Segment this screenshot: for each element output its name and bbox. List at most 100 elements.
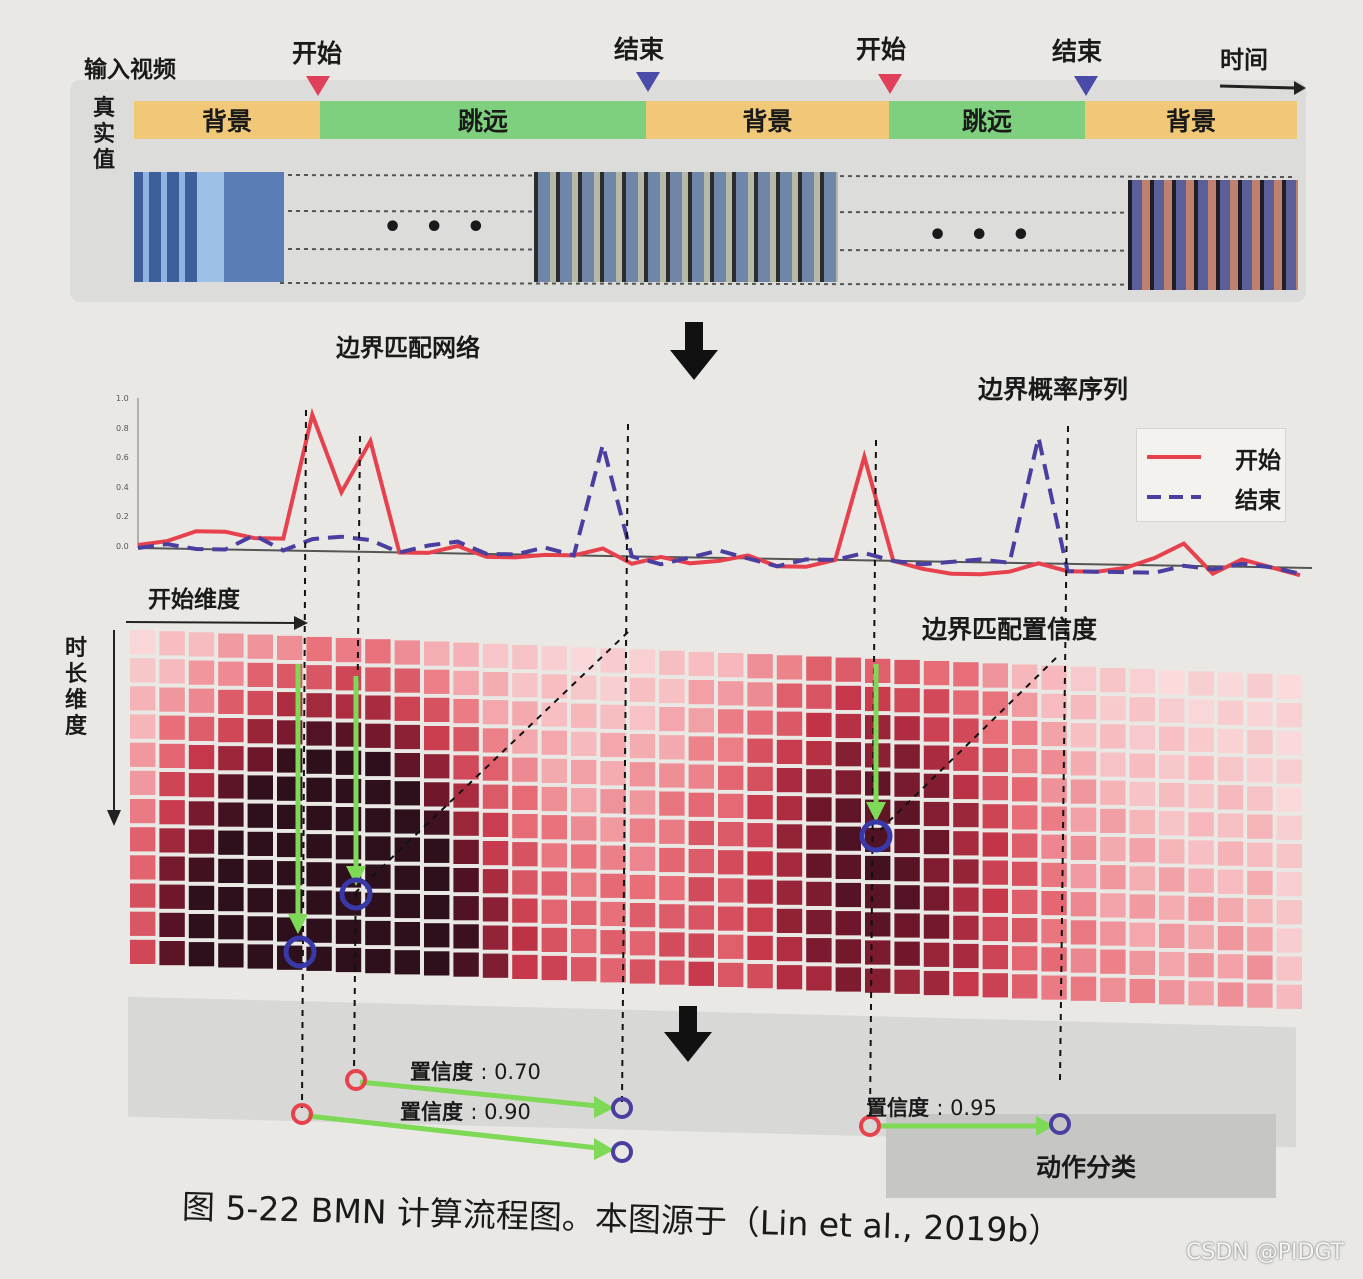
- guide-line: [621, 423, 629, 1105]
- legend-swatches: [1147, 455, 1201, 499]
- heatmap-cell: [923, 801, 950, 827]
- heatmap-cell: [159, 912, 185, 937]
- heatmap-cell: [394, 696, 420, 721]
- start-dimension-label: 开始维度: [148, 587, 240, 613]
- heatmap-cell: [835, 798, 861, 823]
- heatmap-cell: [1188, 755, 1214, 781]
- heatmap-cell: [953, 859, 979, 884]
- heatmap-cell: [1276, 843, 1302, 869]
- heatmap-cell: [218, 887, 244, 912]
- heatmap-cell: [130, 630, 156, 655]
- ground-truth-label: 真 实 值: [92, 96, 116, 174]
- heatmap-cell: [159, 884, 185, 909]
- heatmap-cell: [218, 802, 244, 827]
- heatmap-cell: [894, 885, 920, 910]
- heatmap-cell: [218, 830, 244, 855]
- end-marker-icon: [1074, 76, 1098, 96]
- heatmap-cell: [482, 700, 509, 725]
- heatmap-cell: [982, 691, 1008, 716]
- segment-background: 背景: [646, 101, 889, 139]
- heatmap-cell: [453, 839, 479, 864]
- y-tick-label: 0.0: [116, 542, 129, 551]
- heatmap-cell: [424, 697, 450, 722]
- heatmap-cell: [629, 649, 656, 674]
- heatmap-cell: [306, 636, 332, 662]
- heatmap-cell: [1188, 784, 1214, 809]
- heatmap-cell: [953, 972, 979, 997]
- heatmap-cell: [512, 785, 538, 810]
- proposal-confidence: 置信度 : 0.90: [400, 1096, 531, 1126]
- heatmap-cell: [159, 941, 185, 966]
- heatmap-cell: [953, 746, 979, 771]
- heatmap-cell: [247, 634, 273, 659]
- heatmap-cell: [982, 945, 1008, 970]
- heatmap-cell: [894, 857, 920, 882]
- heatmap-cell: [776, 796, 803, 821]
- heatmap-cell: [776, 711, 803, 736]
- heatmap-cell: [1188, 727, 1214, 752]
- heatmap-cell: [1041, 975, 1067, 1000]
- legend-start-label: 开始: [1235, 448, 1281, 474]
- duration-char: 度: [64, 714, 87, 739]
- heatmap-cell: [188, 914, 215, 939]
- heatmap-cell: [130, 827, 156, 852]
- proposal-confidence: 置信度 : 0.95: [866, 1092, 997, 1122]
- heatmap-cell: [541, 786, 567, 812]
- y-tick-label: 0.8: [116, 423, 129, 433]
- heatmap-cell: [306, 777, 332, 802]
- heatmap-cell: [600, 901, 626, 927]
- heatmap-cell: [1012, 889, 1038, 914]
- heatmap-cell: [982, 804, 1008, 829]
- heatmap-cell: [159, 715, 185, 740]
- heatmap-cell: [512, 701, 538, 726]
- heatmap-cell: [982, 719, 1008, 744]
- heatmap-cell: [923, 830, 950, 855]
- heatmap-cell: [835, 967, 861, 992]
- heatmap-cell: [306, 834, 332, 859]
- heatmap-cell: [394, 640, 420, 665]
- heatmap-cell: [923, 661, 950, 686]
- heatmap-cell: [1188, 671, 1214, 696]
- heatmap-cell: [188, 660, 215, 685]
- heatmap-cell: [629, 677, 656, 702]
- heatmap-cell: [1159, 782, 1185, 808]
- heatmap-cell: [1070, 835, 1097, 860]
- heatmap-cell: [600, 704, 626, 729]
- heatmap-cell: [747, 654, 773, 679]
- heatmap-cell: [571, 788, 597, 813]
- heatmap-cell: [1012, 720, 1038, 745]
- heatmap-cell: [835, 854, 861, 879]
- heatmap-cell: [629, 818, 656, 843]
- heatmap-cell: [747, 851, 773, 876]
- heatmap-cell: [306, 721, 332, 746]
- heatmap-cell: [1159, 895, 1185, 920]
- heatmap-cell: [1070, 666, 1097, 691]
- heatmap-cell: [1100, 865, 1126, 890]
- heatmap-cell: [600, 676, 626, 701]
- heatmap-cell: [188, 773, 215, 798]
- heatmap-cell: [600, 845, 626, 870]
- heatmap-cell: [688, 708, 714, 733]
- heatmap-cell: [424, 669, 450, 694]
- duration-dimension-arrow: [107, 630, 121, 826]
- heatmap-cell: [335, 947, 362, 973]
- y-tick-label: 1.0: [116, 394, 129, 403]
- heatmap-cell: [776, 937, 803, 962]
- heatmap-cell: [1217, 982, 1244, 1007]
- heatmap-cell: [424, 754, 450, 779]
- heatmap-cell: [159, 631, 185, 656]
- heatmap-cell: [747, 795, 773, 820]
- start-marker-icon: [306, 76, 330, 96]
- heatmap-cell: [894, 913, 920, 938]
- heatmap-cell: [1012, 861, 1038, 886]
- green-arrowhead: [594, 1138, 614, 1160]
- heatmap-cell: [894, 744, 920, 769]
- heatmap-cell: [1070, 723, 1097, 748]
- heatmap-cell: [1247, 927, 1273, 952]
- heatmap-cell: [1070, 695, 1097, 720]
- heatmap-cell: [1041, 947, 1067, 972]
- heatmap-cell: [776, 824, 803, 849]
- heatmap-cell: [512, 757, 538, 782]
- heatmap-cell: [188, 857, 215, 882]
